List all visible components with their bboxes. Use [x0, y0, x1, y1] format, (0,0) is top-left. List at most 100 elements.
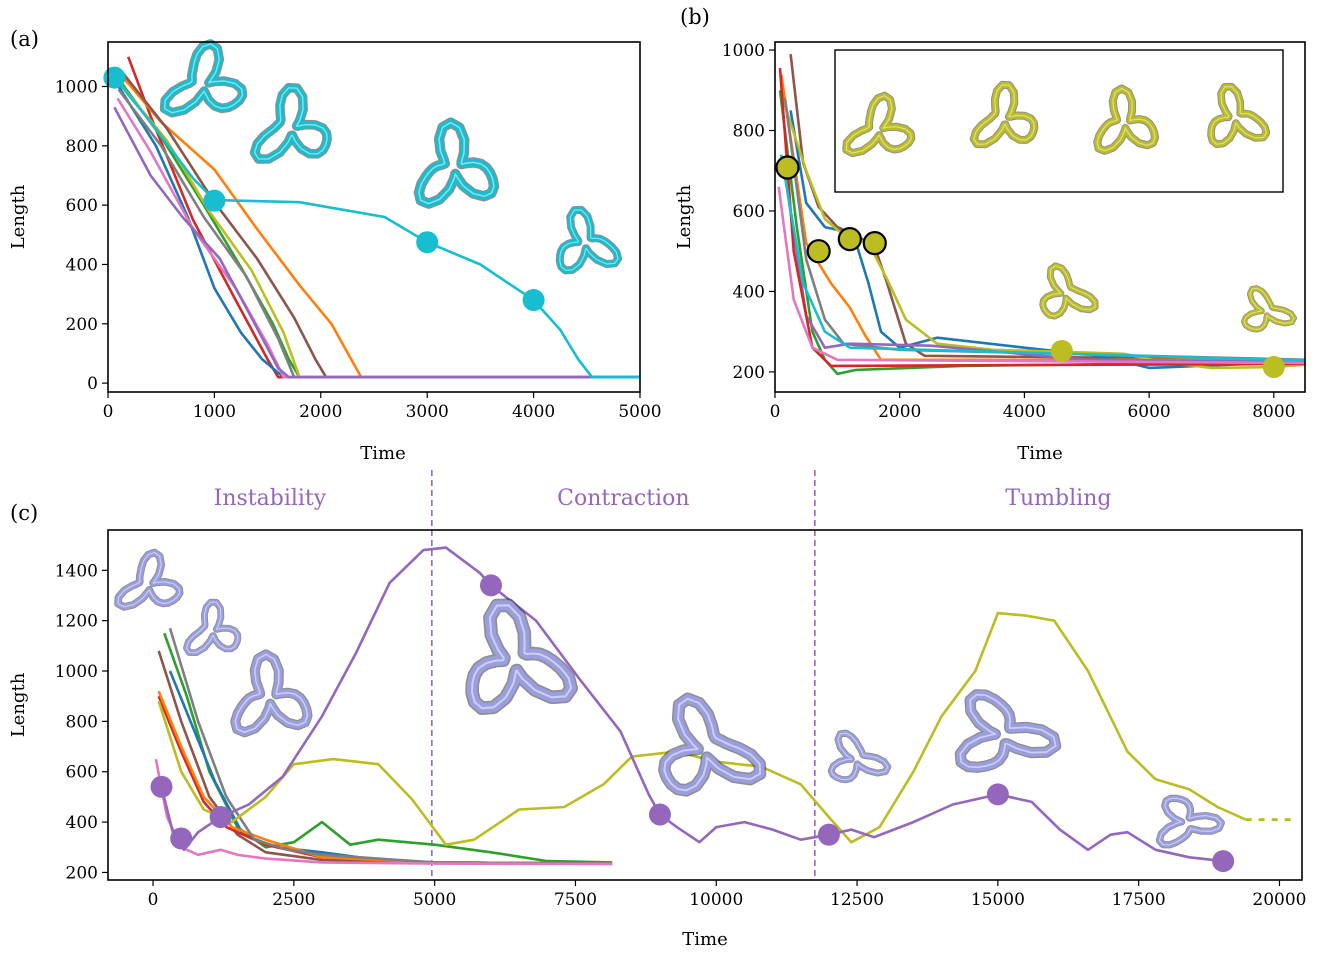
y-tick-label-b: 200 — [733, 363, 765, 383]
y-tick-label-c: 1000 — [55, 662, 98, 682]
y-tick-label-c: 200 — [66, 863, 98, 883]
marker-c-7 — [986, 783, 1009, 806]
y-tick-label-c: 400 — [66, 813, 98, 833]
marker-c-8 — [1212, 850, 1235, 873]
x-tick-label-a: 1000 — [193, 402, 236, 422]
series-line-c-1 — [157, 650, 613, 865]
knot-image-c-6 — [827, 729, 892, 784]
marker-a-2 — [203, 189, 226, 212]
phase-label-tumbling: Tumbling — [1005, 486, 1111, 511]
plot-area-a — [113, 56, 640, 379]
y-tick-label-a: 1000 — [55, 77, 98, 97]
x-axis-label-a: Time — [360, 443, 405, 464]
series-line-a-9 — [113, 106, 640, 379]
knot-image-a-1 — [159, 39, 248, 118]
panel-label-c: (c) — [10, 501, 38, 525]
x-tick-label-b: 4000 — [1003, 402, 1046, 422]
series-line-b-4 — [779, 93, 1305, 370]
marker-a-4 — [522, 289, 545, 312]
series-line-a-2 — [119, 73, 640, 379]
y-tick-label-b: 400 — [733, 282, 765, 302]
axis-frame-b — [774, 41, 1306, 393]
panel-label-a: (a) — [10, 27, 39, 51]
panel-b-chart: 0 2000 4000 6000 8000 200 400 600 800 1000 Time Len… — [674, 41, 1306, 464]
x-tick-label-a: 2000 — [299, 402, 342, 422]
knot-insets-a — [159, 39, 623, 275]
x-tick-label-a: 4000 — [512, 402, 555, 422]
y-tick-label-b: 800 — [733, 122, 765, 142]
knot-insets-b — [834, 49, 1297, 333]
knot-image-c-4 — [465, 598, 578, 715]
series-line-b-10 — [779, 154, 1305, 362]
x-tick-label-c: 7500 — [554, 890, 597, 910]
marker-c-3 — [209, 806, 232, 829]
knot-image-a-2 — [249, 83, 332, 164]
y-tick-label-b: 600 — [733, 202, 765, 222]
x-tick-label-a: 5000 — [618, 402, 661, 422]
marker-c-5 — [648, 803, 671, 826]
x-tick-label-b: 6000 — [1127, 402, 1170, 422]
marker-c-1 — [150, 775, 173, 798]
phase-label-contraction: Contraction — [557, 486, 689, 511]
x-tick-label-c: 12500 — [830, 890, 884, 910]
knot-image-c-1 — [114, 548, 184, 611]
marker-c-6 — [817, 823, 840, 846]
knot-image-b-5 — [1039, 262, 1099, 320]
y-tick-label-c: 600 — [66, 763, 98, 783]
x-tick-label-b: 8000 — [1252, 402, 1295, 422]
marker-b-4 — [862, 231, 887, 256]
knot-image-b-1 — [842, 91, 916, 158]
knot-image-b-2 — [969, 80, 1039, 149]
knot-image-b-4 — [1207, 82, 1271, 148]
marker-b-5 — [1050, 339, 1073, 362]
y-tick-label-a: 600 — [66, 196, 98, 216]
marker-b-1 — [775, 155, 800, 180]
knot-image-c-5 — [658, 692, 767, 797]
y-tick-label-b: 1000 — [722, 41, 765, 61]
knot-image-a-4 — [555, 205, 623, 275]
y-axis-label-a: Length — [8, 184, 29, 249]
series-line-b-9 — [777, 186, 1305, 365]
series-line-c-6 — [168, 627, 613, 865]
x-axis-label-b: Time — [1017, 443, 1062, 464]
x-tick-label-c: 2500 — [272, 890, 315, 910]
y-axis-label-c: Length — [8, 672, 29, 737]
series-line-c-9 — [160, 546, 1224, 863]
x-tick-label-a: 0 — [103, 402, 114, 422]
marker-a-3 — [416, 231, 439, 254]
y-tick-label-c: 1400 — [55, 561, 98, 581]
x-tick-label-c: 5000 — [413, 890, 456, 910]
series-line-a-1 — [126, 56, 640, 379]
x-tick-label-c: 15000 — [971, 890, 1025, 910]
panel-a-chart: 0 1000 2000 3000 4000 5000 0 200 400 600 800 1000 Ti… — [8, 39, 662, 464]
y-tick-label-a: 800 — [66, 137, 98, 157]
x-tick-label-b: 0 — [770, 402, 781, 422]
knot-image-c-7 — [954, 689, 1062, 773]
x-tick-label-c: 10000 — [689, 890, 743, 910]
knot-image-b-3 — [1093, 84, 1159, 155]
knot-image-b-6 — [1241, 285, 1297, 333]
marker-b-3 — [837, 227, 862, 252]
axis-frame-a — [107, 41, 641, 393]
y-tick-label-c: 1200 — [55, 612, 98, 632]
series-line-c-4 — [157, 695, 613, 865]
panel-c-chart: Instability Contraction Tumbling 0 2500 5000 7… — [8, 470, 1307, 950]
knot-image-c-3 — [230, 649, 313, 738]
marker-b-2 — [806, 239, 831, 264]
series-line-c-8 — [157, 611, 1247, 846]
y-tick-label-c: 800 — [66, 712, 98, 732]
y-axis-label-b: Length — [674, 184, 695, 249]
series-line-a-5 — [120, 70, 640, 379]
knot-image-a-3 — [413, 117, 500, 209]
inset-box-b — [834, 49, 1284, 193]
marker-c-4 — [479, 574, 502, 597]
marker-a-1 — [103, 66, 126, 89]
plot-area-c — [154, 546, 1291, 866]
marker-c-2 — [170, 827, 193, 850]
plot-area-b — [777, 53, 1305, 376]
marker-b-6 — [1262, 356, 1285, 379]
knot-image-c-8 — [1155, 794, 1225, 849]
series-line-a-3 — [117, 85, 640, 379]
phase-label-instability: Instability — [214, 486, 327, 511]
